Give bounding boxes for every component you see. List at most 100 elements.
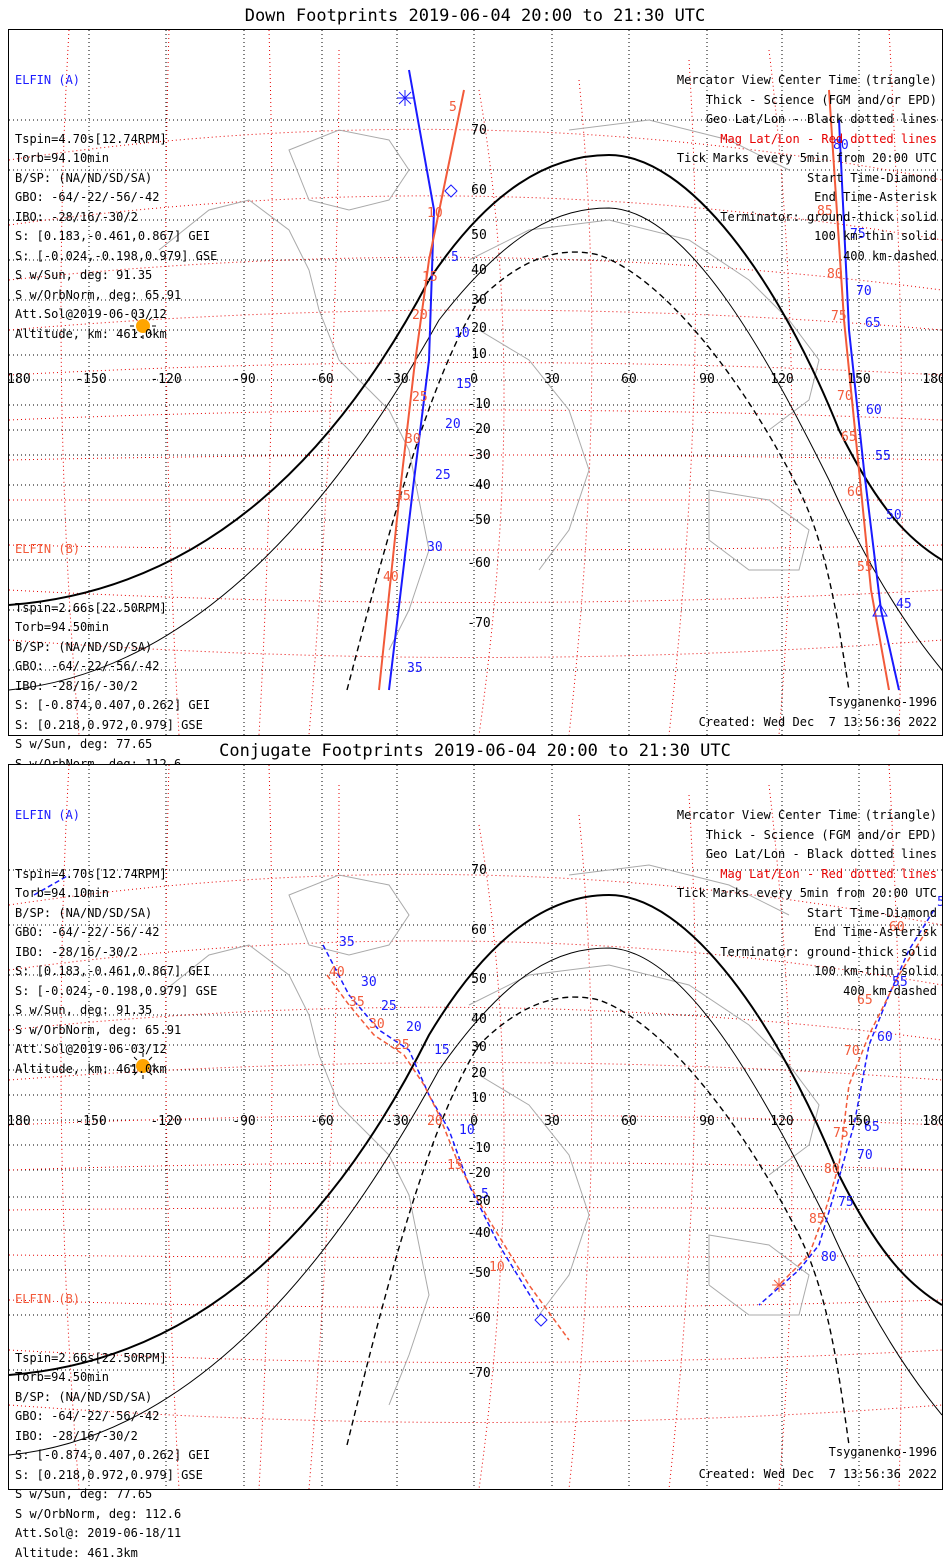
elfin-a-tick-label: 70 bbox=[856, 284, 872, 299]
elfin-b-info-line: S w/Sun, deg: 77.65 bbox=[15, 1485, 210, 1505]
lat-tick-label: -40 bbox=[467, 478, 490, 493]
legend-line: Terminator: ground-thick solid bbox=[677, 943, 937, 963]
elfin-a-info-line: S: [-0.024,-0.198,0.979] GSE bbox=[15, 247, 217, 267]
lat-tick-label: -10 bbox=[467, 1141, 490, 1156]
elfin-a-tick-label: 50 bbox=[937, 895, 942, 910]
elfin-b-info-line: B/SP: (NA/ND/SD/SA) bbox=[15, 638, 210, 658]
model-label: Tsyganenko-1996 bbox=[829, 1445, 937, 1459]
elfin-b-info-line: S: [-0.874,0.407,0.262] GEI bbox=[15, 1446, 210, 1466]
elfin-a-info-line: S: [-0.024,-0.198,0.979] GSE bbox=[15, 982, 217, 1002]
elfin-a-tick-label: 10 bbox=[454, 326, 470, 341]
lat-tick-label: 50 bbox=[471, 972, 487, 987]
elfin-b-tick-label: 15 bbox=[422, 270, 438, 285]
lat-tick-label: -40 bbox=[467, 1226, 490, 1241]
lat-tick-label: -50 bbox=[467, 513, 490, 528]
elfin-a-info-line: IBO: -28/16/-30/2 bbox=[15, 943, 217, 963]
lon-tick-label: 150 bbox=[847, 372, 870, 387]
elfin-b-tick-label: 30 bbox=[405, 432, 421, 447]
elfin-a-tick-label: 50 bbox=[886, 508, 902, 523]
legend-line: 100 km-thin solid bbox=[677, 962, 937, 982]
lon-tick-label: 120 bbox=[770, 372, 793, 387]
lat-tick-label: -30 bbox=[467, 448, 490, 463]
lon-tick-label: -30 bbox=[385, 372, 408, 387]
lon-tick-label: -180 bbox=[9, 1114, 31, 1129]
lon-tick-label: 0 bbox=[470, 1114, 478, 1129]
elfin-a-tick-label: 55 bbox=[875, 449, 891, 464]
elfin-a-tick-label: 30 bbox=[427, 540, 443, 555]
conjugate-footprints-panel: 5101520253035505560657075801015202530354… bbox=[8, 764, 943, 1490]
elfin-b-info-line: B/SP: (NA/ND/SD/SA) bbox=[15, 1388, 210, 1408]
elfin-a-info-line: B/SP: (NA/ND/SD/SA) bbox=[15, 904, 217, 924]
elfin-a-info-line: Torb=94.10min bbox=[15, 884, 217, 904]
legend: Mercator View Center Time (triangle)Thic… bbox=[677, 767, 937, 865]
lon-tick-label: -150 bbox=[75, 1114, 106, 1129]
legend-line: Geo Lat/Lon - Black dotted lines bbox=[677, 845, 937, 865]
lon-tick-label: 120 bbox=[770, 1114, 793, 1129]
lon-tick-label: 150 bbox=[847, 1114, 870, 1129]
elfin-a-info: ELFIN (A) Tspin=4.70s[12.74RPM]Torb=94.1… bbox=[15, 32, 217, 188]
elfin-b-info-line: S: [0.218,0.972,0.979] GSE bbox=[15, 716, 210, 736]
legend-line: 100 km-thin solid bbox=[677, 227, 937, 247]
elfin-b-info-line: Torb=94.50min bbox=[15, 1368, 210, 1388]
elfin-a-tick-label: 25 bbox=[381, 999, 397, 1014]
lon-tick-label: 90 bbox=[699, 372, 715, 387]
elfin-a-info-line: S w/OrbNorm, deg: 65.91 bbox=[15, 1021, 217, 1041]
created-label: Created: Wed Dec 7 13:56:36 2022 bbox=[699, 715, 937, 729]
panel-title-conjugate: Conjugate Footprints 2019-06-04 20:00 to… bbox=[0, 741, 950, 761]
elfin-b-tick-label: 30 bbox=[369, 1017, 385, 1032]
elfin-b-tick-label: 20 bbox=[412, 308, 428, 323]
legend-line: Mag Lat/Lon - Red dotted lines bbox=[677, 865, 937, 885]
lat-tick-label: 70 bbox=[471, 123, 487, 138]
elfin-a-info-line: Att.Sol@2019-06-03/12 bbox=[15, 1040, 217, 1060]
lat-tick-label: -50 bbox=[467, 1266, 490, 1281]
elfin-b-tick-label: 70 bbox=[844, 1044, 860, 1059]
created-label: Created: Wed Dec 7 13:56:36 2022 bbox=[699, 1467, 937, 1481]
legend-line: Thick - Science (FGM and/or EPD) bbox=[677, 826, 937, 846]
lat-tick-label: -10 bbox=[467, 397, 490, 412]
legend-line: Tick Marks every 5min from 20:00 UTC bbox=[677, 884, 937, 904]
lat-tick-label: 50 bbox=[471, 228, 487, 243]
elfin-a-tick-label: 20 bbox=[445, 417, 461, 432]
elfin-b-info: ELFIN (B) Tspin=2.66s[22.50RPM]Torb=94.5… bbox=[15, 1251, 210, 1407]
elfin-b-info-line: IBO: -28/16/-30/2 bbox=[15, 1427, 210, 1447]
elfin-b-tick-label: 10 bbox=[427, 206, 443, 221]
lon-tick-label: 0 bbox=[470, 372, 478, 387]
elfin-b-tick-label: 65 bbox=[841, 430, 857, 445]
elfin-a-info-line: GBO: -64/-22/-56/-42 bbox=[15, 188, 217, 208]
elfin-a-tick-label: 5 bbox=[451, 250, 459, 265]
start-diamond-icon bbox=[445, 185, 457, 197]
elfin-b-info-line: Tspin=2.66s[22.50RPM] bbox=[15, 599, 210, 619]
elfin-a-info-line: Tspin=4.70s[12.74RPM] bbox=[15, 865, 217, 885]
elfin-a-tick-label: 30 bbox=[361, 975, 377, 990]
lon-tick-label: 30 bbox=[544, 372, 560, 387]
elfin-b-info-line: S: [-0.874,0.407,0.262] GEI bbox=[15, 696, 210, 716]
elfin-a-info-line: S w/Sun, deg: 91.35 bbox=[15, 1001, 217, 1021]
elfin-a-tick-label: 70 bbox=[857, 1148, 873, 1163]
elfin-a-tick-label: 35 bbox=[339, 935, 355, 950]
elfin-b-info-line: IBO: -28/16/-30/2 bbox=[15, 677, 210, 697]
elfin-a-info-line: S w/Sun, deg: 91.35 bbox=[15, 266, 217, 286]
elfin-b-tick-label: 80 bbox=[824, 1162, 840, 1177]
elfin-a-info-line: Torb=94.10min bbox=[15, 149, 217, 169]
model-label: Tsyganenko-1996 bbox=[829, 695, 937, 709]
lat-tick-label: -70 bbox=[467, 616, 490, 631]
elfin-a-info-line: Altitude, km: 461.0km bbox=[15, 1060, 217, 1080]
legend-line: End Time-Asterisk bbox=[677, 923, 937, 943]
elfin-a-tick-label: 80 bbox=[821, 1250, 837, 1265]
elfin-b-tick-label: 15 bbox=[447, 1158, 463, 1173]
legend-line: 400 km-dashed bbox=[677, 247, 937, 267]
elfin-b-tick-label: 40 bbox=[329, 965, 345, 980]
elfin-b-info-line: Tspin=2.66s[22.50RPM] bbox=[15, 1349, 210, 1369]
end-asterisk-icon bbox=[397, 90, 413, 106]
legend-line: Mercator View Center Time (triangle) bbox=[677, 806, 937, 826]
legend-line: Tick Marks every 5min from 20:00 UTC bbox=[677, 149, 937, 169]
lat-tick-label: 60 bbox=[471, 183, 487, 198]
lat-tick-label: 70 bbox=[471, 863, 487, 878]
elfin-b-info-line: GBO: -64/-22/-56/-42 bbox=[15, 1407, 210, 1427]
legend-line: Terminator: ground-thick solid bbox=[677, 208, 937, 228]
legend-line: Start Time-Diamond bbox=[677, 169, 937, 189]
lat-tick-label: -30 bbox=[467, 1194, 490, 1209]
elfin-a-info-line: Att.Sol@2019-06-03/12 bbox=[15, 305, 217, 325]
lon-tick-label: -150 bbox=[75, 372, 106, 387]
